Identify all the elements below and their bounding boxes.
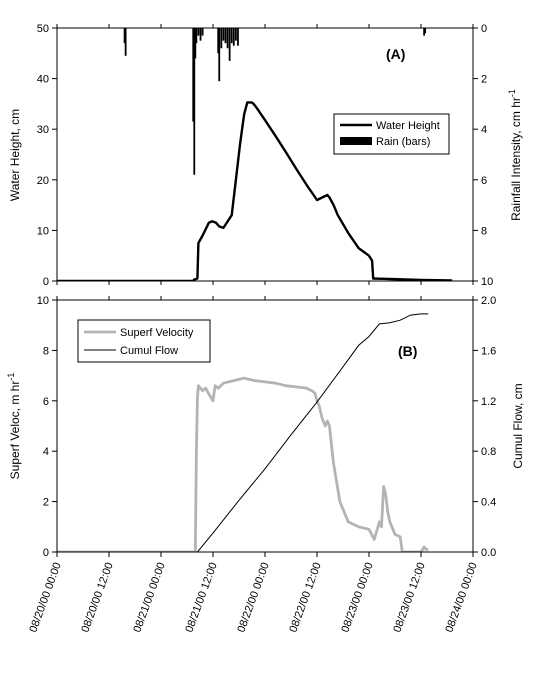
y2-tick-label: 0.8 [481,446,496,458]
rain-bar [217,28,220,54]
y2-tick-label: 0.0 [481,547,496,559]
y2-tick-label: 10 [481,276,493,288]
x-tick-label: 08/22/00 00:00 [235,561,271,634]
y-tick-label: 10 [37,295,49,307]
legend-b-box [77,319,211,363]
y-tick-label: 50 [37,23,49,35]
rain-bar [230,28,233,44]
panel-label-b: (B) [398,343,417,359]
rain-bar [195,28,198,44]
legend-b: Superf Velocity Cumul Flow [77,319,211,363]
rain-bar [218,28,221,82]
y2-tick-label: 0.4 [481,497,496,509]
cumul-flow-line [57,313,429,552]
rain-bar [234,28,237,41]
legend-b-velocity-label: Superf Velocity [120,327,194,339]
rain-bar [237,28,239,46]
y-axis-right-b: 0.0 0.4 0.8 1.2 1.6 2.0 [473,295,496,559]
ylabel-b: Superf Veloc, m hr-1 [6,373,22,480]
legend-a-box [333,113,450,155]
rain-bar [124,28,127,56]
y2-tick-label: 4 [481,124,487,136]
x-tick-label: 08/21/00 12:00 [183,561,219,634]
rain-bar [220,28,223,49]
rain-bar [197,28,200,36]
x-axis-ticks-a [56,24,474,285]
x-tick-label: 08/24/00 00:00 [443,561,479,634]
legend-a: Water Height Rain (bars) [333,113,450,155]
rain-bar [232,28,235,46]
y2-tick-label: 8 [481,225,487,237]
y2-tick-label: 2 [481,74,487,86]
y-tick-label: 10 [37,225,49,237]
y-tick-label: 4 [43,446,49,458]
rain-bar [194,28,197,59]
y-axis-left-a: 0 10 20 30 40 50 [37,23,57,288]
y2label-b: Cumul Flow, cm [511,383,525,468]
y-tick-label: 0 [43,276,49,288]
legend-a-water-label: Water Height [376,120,440,132]
superf-velocity-line [57,376,429,552]
rain-bar [201,28,204,36]
y-tick-label: 20 [37,175,49,187]
y2-tick-label: 1.6 [481,345,496,357]
rain-bar [199,28,202,41]
legend-b-cumul-label: Cumul Flow [120,345,178,357]
rain-bar [192,28,195,122]
y-tick-label: 40 [37,74,49,86]
rain-bar [228,28,231,61]
legend-a-rain-label: Rain (bars) [376,136,430,148]
x-tick-label: 08/20/00 12:00 [79,561,115,634]
y2-tick-label: 2.0 [481,295,496,307]
y2label-a: Rainfall Intensity, cm hr-1 [507,89,523,221]
y-axis-right-a: 0 2 4 6 8 10 [473,23,493,288]
x-tick-label: 08/20/00 00:00 [27,561,63,634]
rain-bar [224,28,227,44]
x-tick-label: 08/23/00 00:00 [339,561,375,634]
y-tick-label: 0 [43,547,49,559]
x-tick-label: 08/23/00 12:00 [391,561,427,634]
y-axis-left-b: 0 2 4 6 8 10 [37,295,57,559]
y-tick-label: 30 [37,124,49,136]
water-height-line [57,101,453,281]
y-tick-label: 2 [43,497,49,509]
x-tick-label: 08/21/00 00:00 [131,561,167,634]
panel-label-a: (A) [386,46,405,62]
y2-tick-label: 1.2 [481,396,496,408]
y-tick-label: 8 [43,345,49,357]
rain-bar [222,28,225,41]
rain-bar [193,28,196,175]
rain-bar [423,28,426,36]
y2-tick-label: 6 [481,175,487,187]
rain-bar [226,28,229,49]
ylabel-a: Water Height, cm [8,109,22,201]
rain-bars [123,28,427,175]
legend-a-rain-swatch [340,137,372,145]
y-tick-label: 6 [43,396,49,408]
rain-bar [123,28,126,44]
panel-a: 0 10 20 30 40 50 0 2 4 6 8 10 (A) Water Height, cm… [8,23,523,288]
x-tick-label: 08/22/00 12:00 [287,561,323,634]
y2-tick-label: 0 [481,23,487,35]
panel-b: 0 2 4 6 8 10 0.0 0.4 0.8 1.2 1.6 2.0 08/20/00 00:0… [6,295,525,634]
rain-bar [424,28,427,34]
